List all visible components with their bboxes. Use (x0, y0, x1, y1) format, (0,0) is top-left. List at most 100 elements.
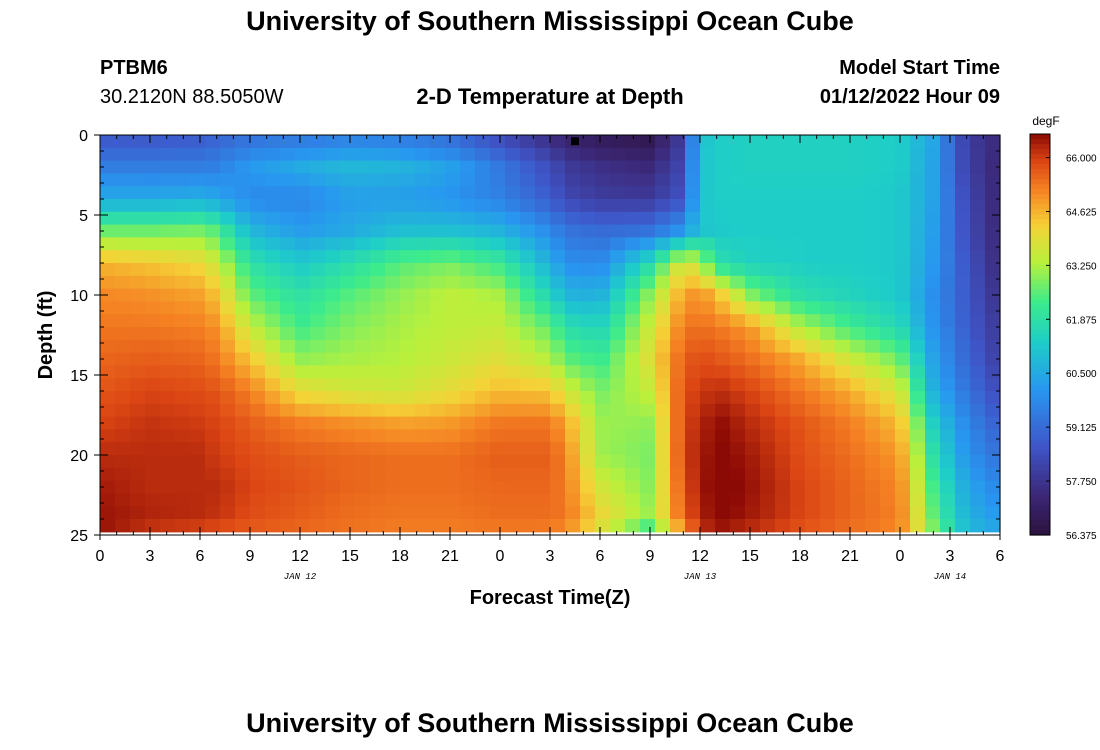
heatmap-cell (280, 186, 296, 200)
heatmap-cell (595, 199, 611, 213)
heatmap-cell (670, 224, 686, 238)
heatmap-cell (775, 416, 791, 430)
heatmap-cell (700, 186, 716, 200)
heatmap-cell (760, 275, 776, 290)
heatmap-cell (745, 327, 761, 341)
heatmap-cell (265, 135, 281, 149)
heatmap-cell (820, 250, 836, 264)
heatmap-cell (745, 442, 761, 456)
heatmap-cell (745, 455, 761, 469)
heatmap-cell (985, 403, 1001, 418)
heatmap-cell (415, 455, 431, 469)
heatmap-cell (700, 263, 716, 277)
heatmap-cell (460, 237, 476, 251)
heatmap-cell (370, 250, 386, 264)
heatmap-cell (820, 224, 836, 238)
heatmap-cell (115, 327, 131, 341)
heatmap-cell (775, 301, 791, 315)
heatmap-cell (355, 391, 371, 405)
heatmap-cell (790, 352, 806, 366)
heatmap-cell (175, 429, 191, 443)
heatmap-cell (865, 301, 881, 315)
heatmap-cell (880, 403, 896, 418)
heatmap-cell (430, 135, 446, 149)
heatmap-cell (220, 493, 236, 507)
heatmap-cell (760, 467, 776, 482)
heatmap-cell (250, 455, 266, 469)
heatmap-cell (700, 250, 716, 264)
heatmap-cell (850, 416, 866, 430)
heatmap-cell (730, 301, 746, 315)
heatmap-cell (160, 493, 176, 507)
heatmap-cell (580, 275, 596, 290)
heatmap-cell (580, 186, 596, 200)
heatmap-cell (325, 263, 341, 277)
heatmap-cell (400, 442, 416, 456)
heatmap-cell (610, 493, 626, 507)
heatmap-cell (340, 467, 356, 482)
heatmap-cell (985, 263, 1001, 277)
heatmap-cell (220, 378, 236, 392)
heatmap-cell (595, 391, 611, 405)
heatmap-cell (190, 301, 206, 315)
heatmap-cell (745, 493, 761, 507)
heatmap-cell (895, 378, 911, 392)
heatmap-cell (265, 173, 281, 187)
heatmap-cell (685, 147, 701, 162)
heatmap-cell (325, 339, 341, 354)
heatmap-cell (565, 275, 581, 290)
heatmap-cell (865, 314, 881, 328)
heatmap-cell (145, 429, 161, 443)
heatmap-cell (115, 314, 131, 328)
heatmap-cell (565, 429, 581, 443)
heatmap-cell (640, 467, 656, 482)
heatmap-cell (865, 506, 881, 520)
heatmap-cell (670, 506, 686, 520)
heatmap-cell (910, 160, 926, 174)
heatmap-cell (415, 467, 431, 482)
heatmap-cell (655, 135, 671, 149)
heatmap-cell (250, 480, 266, 494)
heatmap-cell (475, 301, 491, 315)
heatmap-cell (835, 173, 851, 187)
heatmap-cell (580, 352, 596, 366)
heatmap-cell (175, 135, 191, 149)
heatmap-cell (190, 467, 206, 482)
heatmap-cell (505, 506, 521, 520)
heatmap-cell (715, 455, 731, 469)
heatmap-cell (325, 442, 341, 456)
heatmap-cell (730, 519, 746, 533)
heatmap-cell (760, 442, 776, 456)
heatmap-cell (730, 339, 746, 354)
heatmap-cell (625, 506, 641, 520)
heatmap-cell (925, 416, 941, 430)
heatmap-cell (790, 416, 806, 430)
heatmap-cell (145, 378, 161, 392)
heatmap-cell (895, 442, 911, 456)
heatmap-cell (595, 378, 611, 392)
heatmap-cell (145, 416, 161, 430)
heatmap-cell (730, 480, 746, 494)
heatmap-cell (145, 288, 161, 302)
heatmap-cell (280, 480, 296, 494)
heatmap-cell (370, 327, 386, 341)
heatmap-cell (370, 467, 386, 482)
heatmap-cell (685, 352, 701, 366)
heatmap-cell (220, 339, 236, 354)
heatmap-cell (190, 403, 206, 418)
heatmap-cell (790, 314, 806, 328)
heatmap-cell (250, 186, 266, 200)
heatmap-cell (700, 275, 716, 290)
heatmap-cell (220, 135, 236, 149)
heatmap-cell (850, 391, 866, 405)
heatmap-cell (625, 391, 641, 405)
heatmap-cell (865, 186, 881, 200)
heatmap-cell (595, 519, 611, 533)
heatmap-cell (190, 391, 206, 405)
heatmap-cell (520, 160, 536, 174)
heatmap-cell (925, 378, 941, 392)
heatmap-cell (670, 327, 686, 341)
heatmap-cell (385, 173, 401, 187)
heatmap-cell (820, 211, 836, 226)
heatmap-cell (235, 519, 251, 533)
